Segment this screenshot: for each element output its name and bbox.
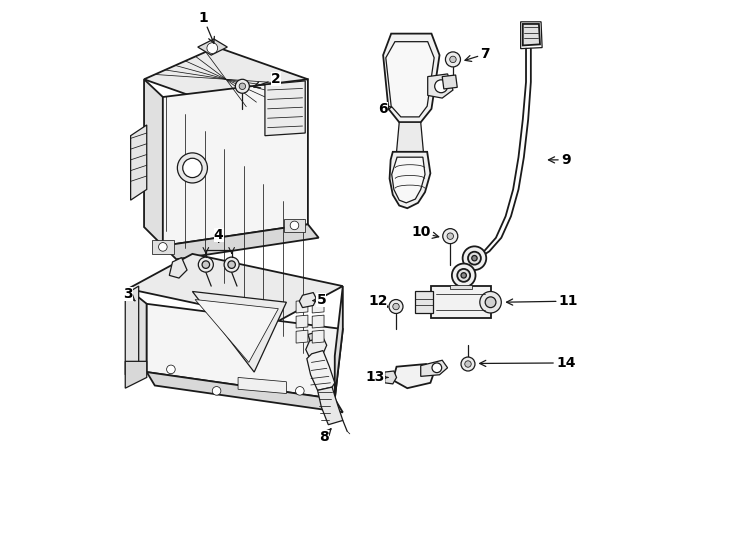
Circle shape	[198, 257, 214, 272]
Circle shape	[389, 300, 403, 314]
Text: 4: 4	[214, 228, 224, 242]
Polygon shape	[128, 289, 147, 372]
Polygon shape	[147, 372, 343, 413]
Polygon shape	[299, 293, 316, 308]
Circle shape	[461, 357, 475, 371]
Polygon shape	[307, 350, 335, 390]
Text: 9: 9	[548, 153, 570, 167]
Text: 14: 14	[480, 356, 575, 370]
Polygon shape	[415, 292, 432, 313]
Circle shape	[228, 261, 236, 268]
Circle shape	[468, 252, 481, 265]
Text: 3: 3	[123, 287, 135, 301]
Polygon shape	[192, 292, 286, 372]
Circle shape	[239, 83, 246, 90]
Circle shape	[446, 52, 460, 67]
Polygon shape	[296, 330, 308, 343]
Text: 6: 6	[378, 102, 391, 116]
Text: 2: 2	[254, 72, 280, 88]
Polygon shape	[386, 42, 434, 117]
Polygon shape	[335, 286, 343, 399]
Circle shape	[202, 261, 210, 268]
Circle shape	[159, 242, 167, 251]
Polygon shape	[284, 219, 305, 232]
Polygon shape	[312, 330, 324, 343]
Circle shape	[224, 257, 239, 272]
Polygon shape	[170, 258, 187, 278]
Polygon shape	[421, 360, 448, 376]
Circle shape	[207, 43, 218, 53]
Circle shape	[183, 158, 202, 178]
Circle shape	[461, 273, 466, 278]
Polygon shape	[396, 122, 424, 152]
Text: 13: 13	[366, 370, 388, 384]
Polygon shape	[126, 286, 139, 375]
Polygon shape	[428, 74, 453, 98]
Circle shape	[462, 246, 486, 270]
Text: 11: 11	[506, 294, 578, 308]
Polygon shape	[306, 337, 327, 357]
Polygon shape	[128, 254, 343, 321]
Text: 1: 1	[198, 10, 214, 43]
Text: 7: 7	[465, 47, 490, 62]
Circle shape	[290, 221, 299, 230]
Polygon shape	[432, 286, 490, 319]
Circle shape	[236, 79, 250, 93]
Text: 5: 5	[313, 293, 326, 307]
Polygon shape	[131, 125, 147, 200]
Circle shape	[435, 80, 448, 93]
Circle shape	[485, 297, 496, 308]
Polygon shape	[195, 300, 278, 362]
Circle shape	[296, 387, 304, 395]
Polygon shape	[147, 304, 343, 399]
Polygon shape	[265, 81, 305, 136]
Circle shape	[447, 233, 454, 239]
Circle shape	[393, 303, 399, 310]
Circle shape	[450, 56, 456, 63]
Circle shape	[457, 269, 470, 282]
Polygon shape	[144, 47, 308, 112]
Polygon shape	[385, 371, 396, 384]
Polygon shape	[163, 79, 308, 246]
Circle shape	[480, 292, 501, 313]
Polygon shape	[393, 364, 434, 388]
Polygon shape	[312, 315, 324, 328]
Polygon shape	[392, 157, 425, 203]
Polygon shape	[296, 315, 308, 328]
Circle shape	[443, 228, 458, 244]
Circle shape	[472, 255, 477, 261]
Polygon shape	[163, 224, 319, 259]
Circle shape	[178, 153, 208, 183]
Polygon shape	[383, 33, 440, 122]
Polygon shape	[308, 331, 322, 341]
Polygon shape	[523, 24, 540, 45]
Circle shape	[465, 361, 471, 367]
Polygon shape	[312, 300, 324, 313]
Polygon shape	[296, 300, 308, 313]
Polygon shape	[126, 361, 147, 388]
Polygon shape	[390, 152, 430, 208]
Polygon shape	[152, 240, 174, 254]
Circle shape	[212, 387, 221, 395]
Polygon shape	[238, 377, 286, 394]
Text: 10: 10	[411, 225, 439, 239]
Circle shape	[167, 365, 175, 374]
Text: 8: 8	[319, 429, 331, 443]
Polygon shape	[144, 79, 163, 246]
Polygon shape	[197, 39, 228, 55]
Polygon shape	[450, 285, 472, 289]
Circle shape	[432, 363, 442, 373]
Polygon shape	[318, 387, 343, 425]
Polygon shape	[442, 75, 457, 89]
Circle shape	[452, 264, 476, 287]
Text: 12: 12	[368, 294, 388, 308]
